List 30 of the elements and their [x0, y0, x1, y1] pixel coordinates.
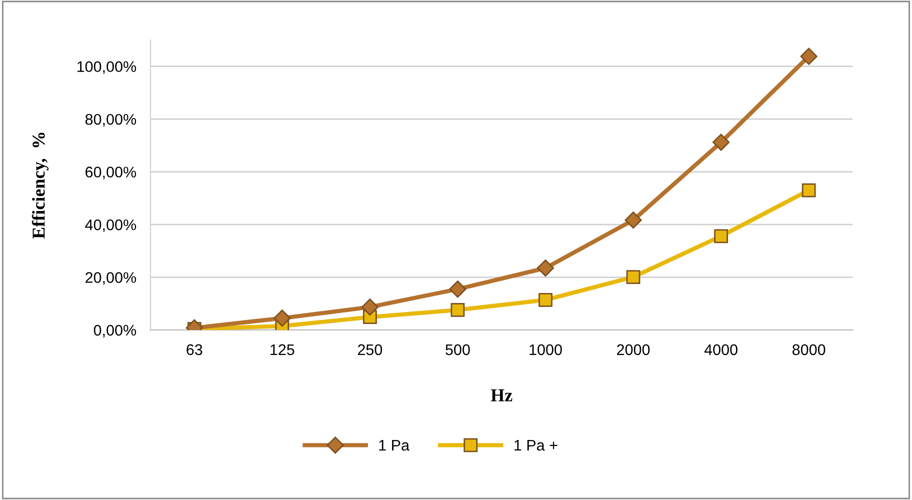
- point: [361, 298, 378, 316]
- point: [626, 270, 640, 284]
- y-tick-label: 80,00%: [85, 114, 136, 127]
- point: [714, 229, 728, 244]
- y-tick-label: 100,00%: [77, 61, 136, 74]
- point: [712, 134, 730, 151]
- y-tick-label: 40,00%: [85, 219, 136, 232]
- legend-label: 1 Pa +: [514, 440, 558, 451]
- x-tick-label: 250: [358, 344, 382, 356]
- y-axis-title: Efficiency, %: [32, 132, 49, 239]
- point: [538, 293, 552, 307]
- x-tick-label: 4000: [704, 344, 738, 356]
- point: [536, 259, 554, 277]
- point: [449, 280, 466, 298]
- x-tick-label: 500: [446, 344, 470, 356]
- y-tick-label: 0,00%: [94, 324, 136, 338]
- y-tick-label: 60,00%: [86, 166, 136, 180]
- point: [450, 303, 465, 317]
- y-tick-label: 20,00%: [86, 272, 136, 285]
- legend-label: 1 Pa: [379, 440, 410, 451]
- point: [274, 310, 291, 327]
- x-tick-label: 125: [270, 344, 294, 356]
- point: [624, 212, 642, 229]
- x-tick-label: 2000: [617, 344, 650, 356]
- x-tick-label: 1000: [530, 344, 562, 356]
- point: [802, 183, 816, 198]
- x-tick-label: 63: [186, 344, 202, 356]
- point: [800, 48, 818, 65]
- x-tick-label: 8000: [792, 344, 826, 356]
- x-axis-title: Hz: [490, 389, 512, 402]
